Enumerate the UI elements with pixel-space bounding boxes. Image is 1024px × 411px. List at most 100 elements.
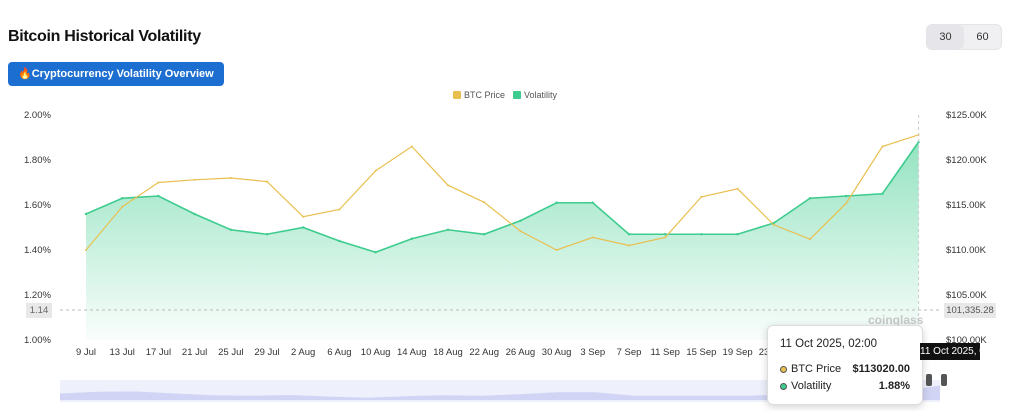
legend-label-volatility: Volatility (524, 90, 558, 100)
legend-swatch-btc-price (453, 91, 461, 99)
volatility-point (555, 201, 558, 204)
btc-price-point (410, 145, 413, 148)
tooltip-row-btc-price: BTC Price $113020.00 (780, 362, 910, 376)
y-right-tick-label: $125.00K (946, 110, 987, 121)
volatility-point (591, 201, 594, 204)
btc-price-point (591, 236, 594, 239)
tooltip-row-volatility: Volatility 1.88% (780, 379, 910, 393)
x-tick-label: 18 Aug (433, 347, 463, 358)
volatility-series-line (85, 141, 920, 254)
period-30-button[interactable]: 30 (927, 25, 964, 49)
x-tick-label: 9 Jul (76, 347, 96, 358)
y-right-tick-label: $115.00K (946, 200, 987, 211)
volatility-point (845, 194, 848, 198)
tooltip-date: 11 Oct 2025, 02:00 (780, 338, 877, 350)
btc-price-point (121, 205, 124, 208)
btc-price-point (772, 223, 775, 226)
y-right-tick-label: $110.00K (946, 245, 987, 256)
y-left-tick-label: 1.20% (24, 290, 51, 301)
btc-price-dot-icon (780, 365, 787, 373)
volatility-point (627, 233, 631, 236)
y-right-tick-label: $105.00K (946, 290, 987, 301)
btc-price-point (266, 180, 268, 183)
navigator-area (60, 385, 940, 400)
volatility-point (121, 197, 124, 200)
crosshair-date-badge: 11 Oct 2025, 02:00 (920, 343, 980, 360)
volatility-point (157, 194, 160, 198)
volatility-point (229, 228, 232, 231)
x-tick-label: 7 Sep (617, 347, 642, 358)
btc-price-point (483, 201, 486, 204)
x-tick-label: 14 Aug (397, 347, 427, 358)
volatility-point (338, 239, 341, 243)
btc-price-point (809, 238, 811, 241)
btc-price-point (193, 178, 196, 181)
volatility-point (483, 233, 486, 236)
volatility-point (265, 233, 269, 236)
btc-price-point (736, 187, 739, 190)
crosshair-right-value: 101,335.28 (944, 303, 996, 318)
volatility-point (193, 212, 196, 216)
range-navigator (60, 374, 947, 402)
period-60-button[interactable]: 60 (976, 31, 989, 43)
x-tick-label: 30 Aug (542, 347, 572, 358)
x-tick-label: 17 Jul (146, 347, 171, 358)
volatility-point (881, 192, 884, 195)
y-left-tick-label: 2.00% (24, 110, 51, 121)
chart-legend: BTC Price Volatility (453, 90, 558, 100)
x-tick-label: 10 Aug (361, 347, 391, 358)
x-tick-label: 11 Sep (650, 347, 679, 358)
btc-price-point (157, 181, 160, 184)
x-tick-label: 3 Sep (580, 347, 605, 358)
btc-price-point (555, 249, 558, 251)
x-tick-label: 15 Sep (686, 347, 716, 358)
btc-price-point (374, 169, 377, 172)
btc-price-point (664, 236, 667, 239)
crosshair-left-value: 1.14 (26, 303, 52, 318)
volatility-point (772, 221, 775, 225)
btc-price-series-line (85, 134, 919, 251)
volatility-area (86, 142, 919, 340)
y-right-tick-label: $120.00K (946, 155, 987, 166)
coinglass-watermark: coinglass (868, 313, 924, 327)
x-tick-label: 21 Jul (182, 347, 207, 358)
navigator-handle-right[interactable] (941, 374, 947, 386)
chart-tooltip: 11 Oct 2025, 02:00 BTC Price $113020.00 … (767, 325, 923, 405)
volatility-point (374, 251, 377, 254)
navigator-handle-left[interactable] (926, 374, 932, 386)
x-tick-label: 13 Jul (110, 347, 135, 358)
x-tick-label: 22 Aug (469, 347, 499, 358)
x-tick-label: 25 Jul (218, 347, 243, 358)
legend-swatch-volatility (513, 91, 521, 99)
y-left-tick-label: 1.60% (24, 200, 51, 211)
y-left-tick-label: 1.00% (24, 335, 51, 346)
volatility-dot-icon (780, 382, 787, 390)
volatility-chart[interactable]: BTC Price Volatility 2.00% 1.80% 1.60% 1.40% 1… (0, 80, 1024, 411)
volatility-point (736, 233, 739, 236)
btc-price-point (845, 202, 848, 205)
btc-price-point (881, 145, 884, 148)
volatility-point (700, 233, 703, 236)
btc-price-point (628, 244, 630, 247)
volatility-point (664, 233, 667, 236)
volatility-point (446, 228, 450, 231)
btc-price-point (302, 215, 305, 218)
y-left-tick-label: 1.80% (24, 155, 51, 166)
volatility-point (410, 237, 413, 240)
legend-label-btc-price: BTC Price (464, 90, 505, 100)
btc-price-point (700, 195, 703, 198)
x-tick-label: 26 Aug (506, 347, 536, 358)
period-toggle: 30 60 (926, 24, 1002, 50)
x-tick-label: 2 Aug (291, 347, 315, 358)
btc-price-point (229, 177, 232, 179)
page-title: Bitcoin Historical Volatility (8, 28, 201, 45)
x-tick-label: 19 Sep (723, 347, 753, 358)
volatility-point (519, 219, 522, 222)
volatility-point (84, 212, 88, 216)
y-left-tick-label: 1.40% (24, 245, 51, 256)
x-tick-label: 6 Aug (327, 347, 351, 358)
btc-price-point (338, 208, 341, 211)
volatility-overview-button[interactable]: 🔥Cryptocurrency Volatility Overview (8, 62, 224, 86)
y-right-tick-label: $100.00K (946, 335, 987, 346)
volatility-point (302, 226, 305, 229)
